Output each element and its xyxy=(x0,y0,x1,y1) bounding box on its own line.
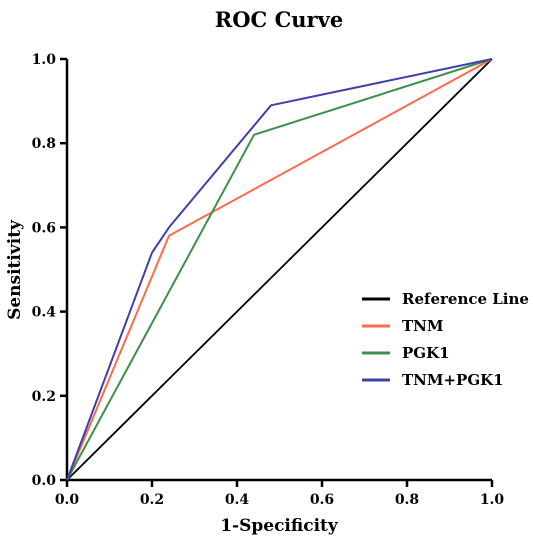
x-tick-label: 1.0 xyxy=(480,492,505,508)
legend-label-0: Reference Line xyxy=(402,290,529,308)
y-axis-ticks: 0.0 0.2 0.4 0.6 0.8 1.0 xyxy=(32,52,67,489)
series-lines xyxy=(66,58,493,481)
legend-label-2: PGK1 xyxy=(402,344,450,362)
legend-label-3: TNM+PGK1 xyxy=(402,371,504,389)
legend: Reference Line TNM PGK1 TNM+PGK1 xyxy=(362,290,529,389)
x-tick-label: 0.0 xyxy=(55,492,80,508)
y-tick-label: 0.8 xyxy=(32,136,56,152)
chart-title: ROC Curve xyxy=(215,7,343,32)
y-tick-label: 0.2 xyxy=(32,389,56,405)
x-tick-label: 0.6 xyxy=(310,492,334,508)
series-line-3 xyxy=(66,58,493,481)
x-tick-label: 0.2 xyxy=(140,492,164,508)
y-axis-label: Sensitivity xyxy=(5,219,25,320)
legend-label-1: TNM xyxy=(402,317,443,335)
series-line-1 xyxy=(66,58,493,481)
series-line-0 xyxy=(66,58,493,481)
x-axis-ticks: 0.0 0.2 0.4 0.6 0.8 1.0 xyxy=(55,480,505,508)
y-tick-label: 0.4 xyxy=(32,305,57,321)
series-line-2 xyxy=(66,58,493,481)
y-tick-label: 0.0 xyxy=(32,473,57,489)
y-tick-label: 1.0 xyxy=(32,52,57,68)
x-tick-label: 0.4 xyxy=(225,492,250,508)
y-tick-label: 0.6 xyxy=(32,220,56,236)
x-tick-label: 0.8 xyxy=(395,492,419,508)
x-axis-label: 1-Specificity xyxy=(220,516,339,536)
